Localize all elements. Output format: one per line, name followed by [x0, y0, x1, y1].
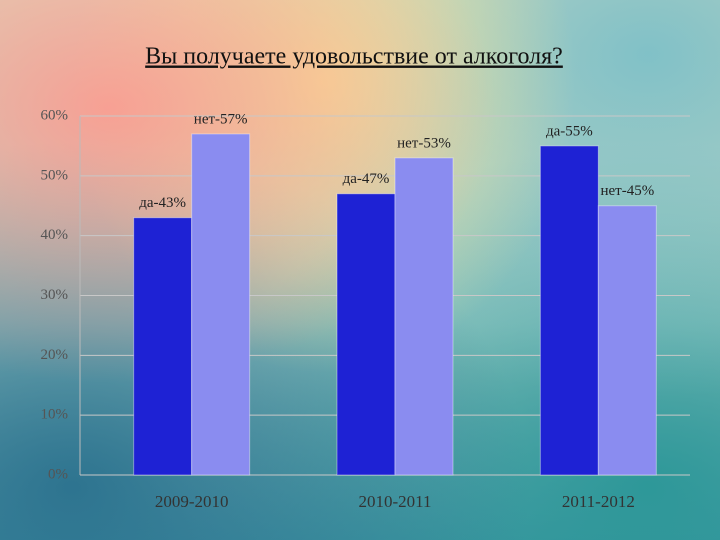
x-tick-label: 2011-2012 — [562, 492, 635, 511]
y-tick-label: 40% — [41, 227, 69, 243]
x-tick-label: 2010-2011 — [358, 492, 431, 511]
y-tick-label: 30% — [41, 287, 69, 303]
y-tick-label: 50% — [41, 167, 69, 183]
bar — [336, 193, 396, 476]
bar — [191, 133, 251, 476]
bar — [539, 145, 599, 476]
y-tick-label: 0% — [48, 466, 68, 482]
y-tick-label: 10% — [41, 407, 69, 423]
y-tick-label: 60% — [41, 107, 69, 123]
value-label: нет-45% — [600, 183, 654, 199]
value-label: нет-57% — [194, 111, 248, 127]
bar — [394, 157, 454, 476]
bar — [597, 205, 657, 476]
value-label: да-47% — [343, 171, 390, 187]
value-label: да-43% — [139, 195, 186, 211]
value-label: нет-53% — [397, 135, 451, 151]
y-tick-label: 20% — [41, 347, 69, 363]
value-label: да-55% — [546, 123, 593, 139]
bar — [133, 217, 193, 476]
x-tick-label: 2009-2010 — [155, 492, 229, 511]
chart-title: Вы получаете удовольствие от алкоголя? — [145, 44, 563, 70]
